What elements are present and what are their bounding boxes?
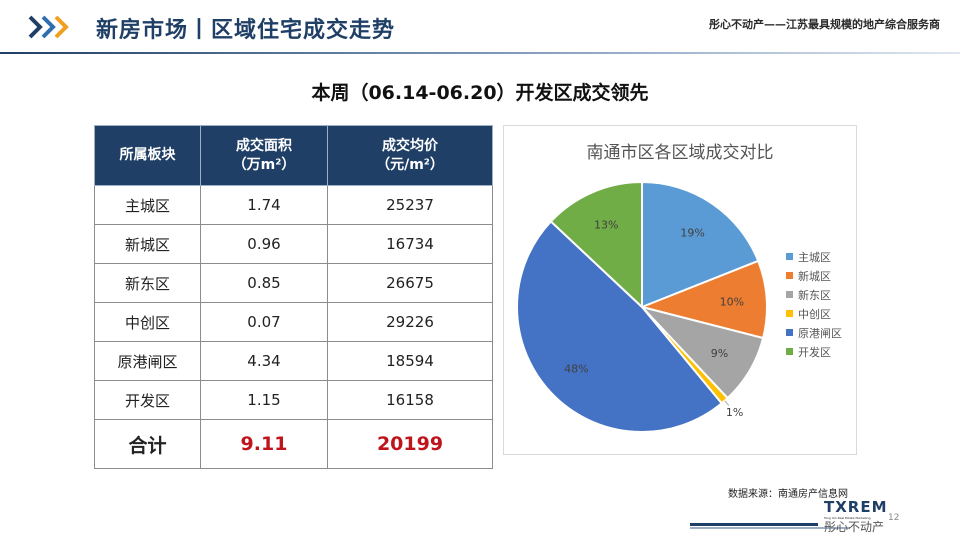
pie-chart-panel: 南通市区各区域成交对比 19% 10% 9% 1% 48% 13% 主城区新城区新东区中创… bbox=[503, 125, 857, 455]
cell-area: 主城区 bbox=[94, 185, 201, 225]
logo-subtext: Tong Xin Real Estate Marketing bbox=[824, 516, 871, 520]
cell-area: 新城区 bbox=[94, 224, 201, 264]
legend-label: 原港闸区 bbox=[798, 326, 842, 340]
cell-price: 25237 bbox=[327, 185, 493, 225]
cell-price: 16158 bbox=[327, 380, 493, 420]
table-row: 新城区 0.96 16734 bbox=[94, 224, 493, 264]
legend-item: 开发区 bbox=[786, 342, 842, 361]
company-tagline: 彤心不动产——江苏最具规模的地产综合服务商 bbox=[709, 18, 940, 31]
slice-label: 10% bbox=[720, 295, 744, 308]
col-header-price: 成交均价 （元/m²） bbox=[327, 125, 493, 186]
legend-item: 原港闸区 bbox=[786, 323, 842, 342]
data-source-note: 数据来源：南通房产信息网 bbox=[728, 489, 848, 500]
cell-price: 16734 bbox=[327, 224, 493, 264]
week-title: 本周（06.14-06.20）开发区成交领先 bbox=[311, 82, 649, 104]
slice-label: 48% bbox=[564, 363, 588, 376]
legend-label: 中创区 bbox=[798, 307, 831, 321]
page-number: 12 bbox=[888, 513, 900, 523]
legend-swatch bbox=[786, 272, 793, 279]
col-header-size: 成交面积 （万m²） bbox=[200, 125, 328, 186]
legend-label: 开发区 bbox=[798, 345, 831, 359]
legend-item: 主城区 bbox=[786, 247, 842, 266]
table-row: 主城区 1.74 25237 bbox=[94, 185, 493, 225]
table-header-row: 所属板块 成交面积 （万m²） 成交均价 （元/m²） bbox=[94, 125, 493, 186]
legend-swatch bbox=[786, 310, 793, 317]
col-header-area: 所属板块 bbox=[94, 125, 201, 186]
legend-swatch bbox=[786, 348, 793, 355]
cell-size: 0.85 bbox=[200, 263, 328, 303]
cell-size: 0.07 bbox=[200, 302, 328, 342]
legend-label: 新东区 bbox=[798, 288, 831, 302]
legend-item: 新东区 bbox=[786, 285, 842, 304]
legend-item: 中创区 bbox=[786, 304, 842, 323]
table-total-row: 合计 9.11 20199 bbox=[94, 419, 493, 469]
leader-line bbox=[724, 400, 730, 406]
header-divider bbox=[0, 52, 960, 54]
total-price: 20199 bbox=[327, 419, 493, 469]
cell-area: 中创区 bbox=[94, 302, 201, 342]
chart-title: 南通市区各区域成交对比 bbox=[586, 143, 774, 163]
slice-label: 13% bbox=[594, 218, 618, 231]
cell-size: 4.34 bbox=[200, 341, 328, 381]
cell-size: 0.96 bbox=[200, 224, 328, 264]
cell-price: 18594 bbox=[327, 341, 493, 381]
pie-slice-2 bbox=[638, 259, 768, 340]
company-logo: TXREM Tong Xin Real Estate Marketing 彤心不… bbox=[824, 498, 888, 535]
slice-label: 19% bbox=[680, 227, 704, 240]
legend-label: 新城区 bbox=[798, 269, 831, 283]
pie-slice-5 bbox=[516, 220, 724, 433]
legend-item: 新城区 bbox=[786, 266, 842, 285]
footer-bar-light bbox=[690, 527, 850, 529]
double-chevron-icon bbox=[28, 15, 69, 39]
legend-swatch bbox=[786, 253, 793, 260]
cell-size: 1.74 bbox=[200, 185, 328, 225]
cell-price: 26675 bbox=[327, 263, 493, 303]
footer-bar bbox=[690, 523, 818, 526]
pie-chart: 19% 10% 9% 1% 48% 13% bbox=[516, 180, 768, 433]
deal-table: 所属板块 成交面积 （万m²） 成交均价 （元/m²） 主城区 1.74 25237… bbox=[94, 125, 493, 469]
cell-price: 29226 bbox=[327, 302, 493, 342]
legend-swatch bbox=[786, 329, 793, 336]
total-size: 9.11 bbox=[200, 419, 328, 469]
legend-swatch bbox=[786, 291, 793, 298]
page-title: 新房市场丨区域住宅成交走势 bbox=[96, 18, 396, 43]
table-row: 新东区 0.85 26675 bbox=[94, 263, 493, 303]
cell-area: 开发区 bbox=[94, 380, 201, 420]
table-row: 原港闸区 4.34 18594 bbox=[94, 341, 493, 381]
slide-header: 新房市场丨区域住宅成交走势 彤心不动产——江苏最具规模的地产综合服务商 bbox=[0, 0, 960, 56]
cell-size: 1.15 bbox=[200, 380, 328, 420]
logo-text-cn: 彤心不动产 bbox=[824, 520, 885, 534]
total-label: 合计 bbox=[94, 419, 201, 469]
pie-slice-6 bbox=[549, 180, 643, 310]
table-row: 开发区 1.15 16158 bbox=[94, 380, 493, 420]
chart-legend: 主城区新城区新东区中创区原港闸区开发区 bbox=[786, 247, 842, 361]
slice-label: 9% bbox=[711, 347, 728, 360]
table-row: 中创区 0.07 29226 bbox=[94, 302, 493, 342]
legend-label: 主城区 bbox=[798, 250, 831, 264]
logo-text-en: TXREM bbox=[824, 498, 888, 516]
cell-area: 原港闸区 bbox=[94, 341, 201, 381]
pie-slice-1 bbox=[641, 180, 760, 309]
slice-label: 1% bbox=[726, 406, 743, 419]
cell-area: 新东区 bbox=[94, 263, 201, 303]
